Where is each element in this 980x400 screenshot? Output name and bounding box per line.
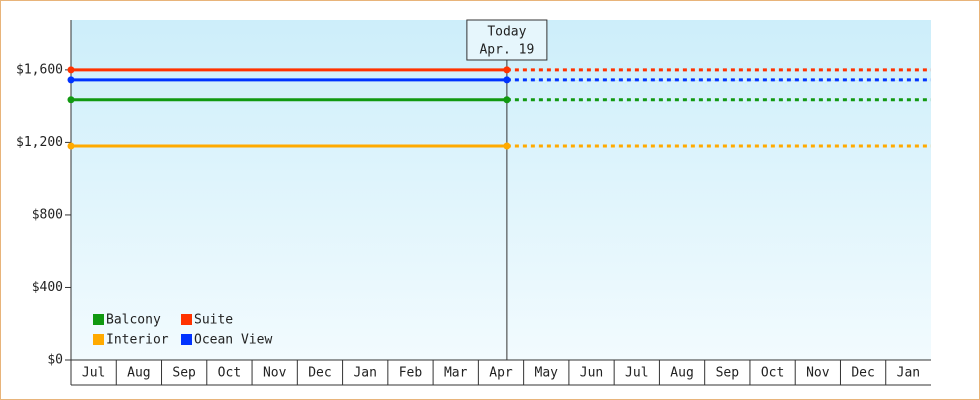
legend-swatch — [93, 314, 104, 325]
x-tick-label: Nov — [806, 366, 830, 381]
y-tick-label: $800 — [32, 207, 63, 222]
y-tick-label: $0 — [47, 353, 63, 368]
x-tick-label: Jan — [897, 366, 920, 381]
legend-label: Balcony — [106, 313, 161, 328]
x-tick-label: Dec — [308, 366, 331, 381]
x-tick-label: Oct — [761, 366, 784, 381]
series-point — [67, 76, 75, 84]
today-box — [466, 19, 548, 61]
x-tick-label: Nov — [263, 366, 287, 381]
x-tick-label: Dec — [851, 366, 874, 381]
x-tick-label: Jul — [625, 366, 648, 381]
series-point — [67, 66, 75, 74]
legend-swatch — [93, 334, 104, 345]
x-tick-label: Aug — [670, 366, 693, 381]
series-point — [67, 142, 75, 150]
today-title: Today — [487, 25, 526, 40]
x-tick-label: Aug — [127, 366, 150, 381]
legend-label: Interior — [106, 333, 169, 348]
series-point — [503, 66, 511, 74]
x-tick-label: Jan — [353, 366, 376, 381]
y-tick-label: $1,600 — [16, 62, 63, 77]
today-date: Apr. 19 — [479, 43, 534, 58]
x-tick-label: Feb — [399, 366, 423, 381]
x-tick-label: Mar — [444, 366, 468, 381]
x-tick-label: Sep — [716, 366, 740, 381]
plot-area — [71, 20, 931, 360]
x-tick-label: May — [535, 366, 559, 381]
series-point — [67, 96, 75, 104]
x-tick-label: Apr — [489, 366, 513, 381]
x-tick-label: Jul — [82, 366, 105, 381]
series-point — [503, 76, 511, 84]
x-tick-label: Sep — [172, 366, 196, 381]
x-tick-label: Oct — [218, 366, 241, 381]
series-point — [503, 96, 511, 104]
legend-swatch — [181, 314, 192, 325]
legend-label: Suite — [194, 313, 233, 328]
series-point — [503, 142, 511, 150]
y-tick-label: $400 — [32, 280, 63, 295]
legend-swatch — [181, 334, 192, 345]
x-tick-label: Jun — [580, 366, 603, 381]
y-tick-label: $1,200 — [16, 135, 63, 150]
legend-label: Ocean View — [194, 333, 272, 348]
